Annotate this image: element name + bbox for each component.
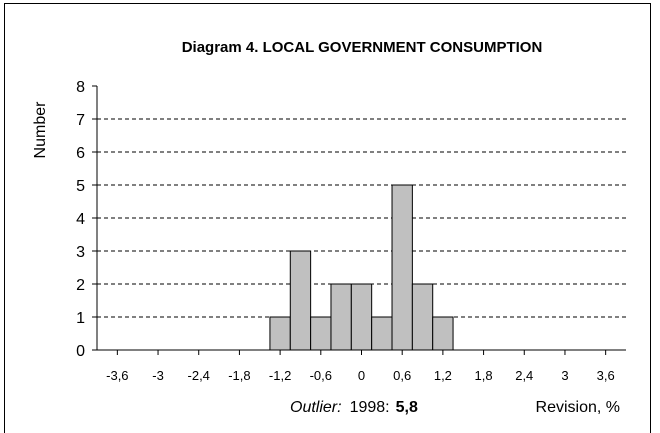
x-tick-label: -1,2 (269, 368, 291, 383)
y-tick-label: 0 (76, 343, 85, 360)
x-tick-label: 1,2 (434, 368, 452, 383)
x-tick-label: -2,4 (188, 368, 210, 383)
bar (432, 316, 454, 351)
annotation-value: 5,8 (396, 399, 418, 416)
y-axis-label: Number (32, 101, 49, 159)
x-tick-label: -0,6 (310, 368, 332, 383)
x-tick-label: -3 (152, 368, 164, 383)
annotation-label: Outlier: (290, 399, 342, 416)
annotation-year: 1998: (350, 399, 390, 416)
y-tick-label: 5 (76, 178, 85, 195)
bar (411, 283, 434, 351)
chart-title: Diagram 4. LOCAL GOVERNMENT CONSUMPTION (182, 39, 543, 56)
annotation: Outlier: 1998: 5,8 (290, 399, 418, 416)
y-tick-label: 6 (76, 145, 85, 162)
bar (289, 250, 312, 351)
y-tick-label: 3 (76, 244, 85, 261)
x-axis-label: Revision, % (536, 399, 620, 416)
bar (391, 184, 413, 351)
x-tick-label: 0 (358, 368, 365, 383)
bar (371, 316, 393, 351)
x-tick-label: 0,6 (393, 368, 411, 383)
bar (330, 283, 352, 351)
bar (350, 283, 373, 351)
y-tick-label: 4 (76, 211, 85, 228)
x-tick-label: 3 (561, 368, 568, 383)
x-tick-label: 2,4 (515, 368, 533, 383)
bar (310, 316, 332, 351)
y-tick-label: 8 (76, 79, 85, 96)
x-tick-label: 1,8 (475, 368, 493, 383)
x-tick-label: -1,8 (228, 368, 250, 383)
bar (269, 316, 291, 351)
y-tick-label: 2 (76, 277, 85, 294)
y-tick-label: 1 (76, 310, 85, 327)
x-tick-label: 3,6 (597, 368, 615, 383)
y-tick-label: 7 (76, 112, 85, 129)
x-tick-label: -3,6 (106, 368, 128, 383)
